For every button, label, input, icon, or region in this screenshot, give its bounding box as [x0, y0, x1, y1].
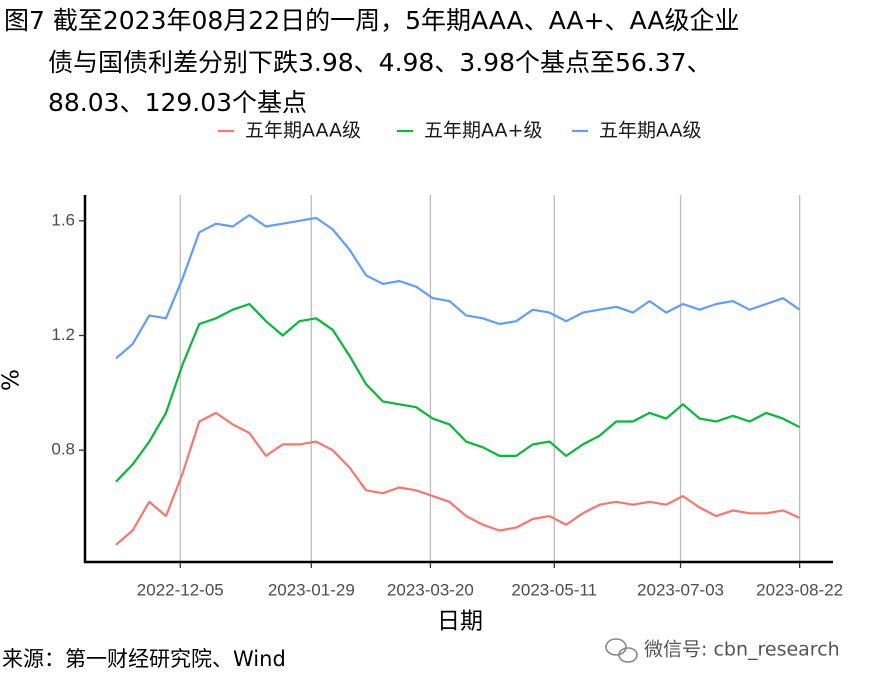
legend-label: 五年期AAA级 [245, 120, 361, 142]
x-tick-label: 2022-12-05 [137, 580, 224, 599]
chart-title: 图7 截至2023年08月22日的一周，5年期AAA、AA+、AA级企业 [4, 6, 739, 35]
chart-title: 88.03、129.03个基点 [48, 88, 307, 117]
watermark-icon [605, 638, 638, 663]
x-tick-label: 2023-07-03 [637, 580, 724, 599]
source: 来源：第一财经研究院、Wind [2, 647, 286, 671]
y-tick-label: 1.6 [51, 210, 75, 229]
y-tick-label: 1.2 [51, 325, 75, 344]
series-line [115, 411, 801, 546]
x-axis-title: 日期 [437, 609, 483, 635]
legend-label: 五年期AA级 [599, 120, 702, 142]
x-tick-label: 2023-01-29 [268, 580, 355, 599]
series-line [115, 302, 801, 483]
y-axis-title: % [0, 369, 25, 391]
y-tick-label: 0.8 [51, 440, 75, 459]
legend-label: 五年期AA+级 [424, 120, 542, 142]
watermark: 微信号: cbn_research [644, 639, 840, 661]
x-tick-label: 2023-05-11 [511, 580, 597, 599]
chart-title: 债与国债利差分别下跌3.98、4.98、3.98个基点至56.37、 [48, 48, 712, 77]
x-tick-label: 2023-03-20 [387, 580, 474, 599]
x-tick-label: 2023-08-22 [756, 580, 843, 599]
series-line [115, 214, 801, 360]
